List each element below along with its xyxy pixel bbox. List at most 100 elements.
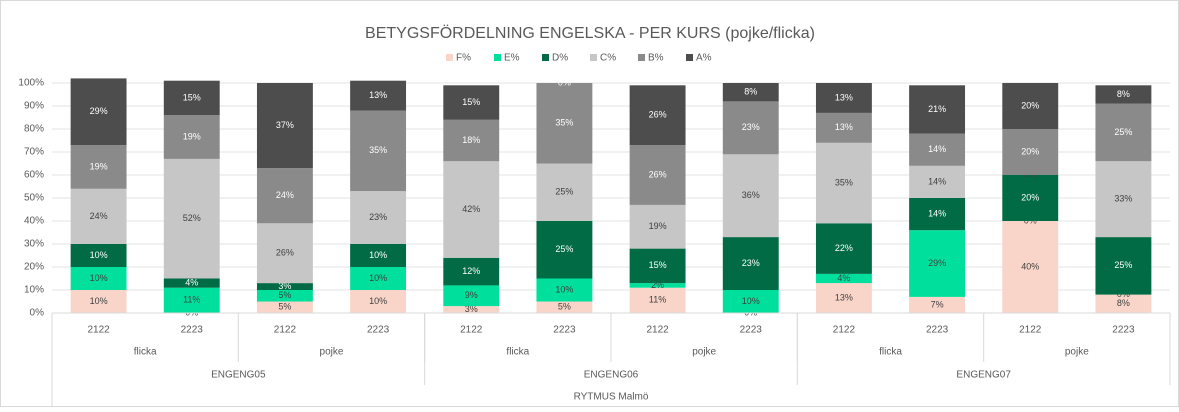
data-label: 8% — [1117, 298, 1130, 308]
legend-label: E% — [504, 53, 520, 64]
y-tick-label: 100% — [18, 78, 44, 89]
bar-segment — [815, 273, 872, 284]
legend-swatch — [542, 54, 549, 61]
bar-segment — [1095, 85, 1152, 104]
data-label: 29% — [928, 258, 946, 268]
bar-segment — [70, 290, 127, 313]
x-tick-label: 2122 — [274, 325, 297, 336]
data-label: 10% — [90, 273, 108, 283]
data-label: 19% — [183, 131, 201, 141]
data-label: 13% — [835, 292, 853, 302]
data-label: 5% — [558, 302, 571, 312]
data-label: 20% — [1021, 146, 1039, 156]
bar-segment — [256, 223, 313, 284]
x-tick-label: 2122 — [646, 325, 669, 336]
data-label: 5% — [278, 302, 291, 312]
legend-swatch — [638, 54, 645, 61]
bar-segment — [443, 306, 500, 313]
data-label: 19% — [649, 221, 667, 231]
bar-segment — [1095, 103, 1152, 162]
bar-segment — [350, 110, 407, 192]
bar-segment — [163, 80, 220, 116]
bar-segment — [350, 80, 407, 111]
data-label: 24% — [90, 211, 108, 221]
data-label: 36% — [742, 190, 760, 200]
bar-segment — [70, 78, 127, 146]
y-tick-label: 80% — [24, 124, 44, 135]
data-label: 35% — [835, 177, 853, 187]
y-tick-label: 30% — [24, 239, 44, 250]
x-tick-label: 2122 — [87, 325, 110, 336]
data-label: 10% — [369, 273, 387, 283]
bar-segment — [163, 115, 220, 159]
data-label: 2% — [651, 280, 664, 290]
data-label: 18% — [462, 135, 480, 145]
data-label: 15% — [183, 92, 201, 102]
x-tick-label: 2223 — [181, 325, 204, 336]
data-label: 20% — [1021, 192, 1039, 202]
bar-segment — [443, 285, 500, 307]
bar-segment — [1002, 221, 1059, 313]
data-label: 26% — [649, 169, 667, 179]
data-label: 7% — [931, 299, 944, 309]
bar-segment — [629, 283, 686, 288]
group-label: flicka — [506, 347, 529, 358]
data-label: 9% — [465, 290, 478, 300]
x-tick-label: 2122 — [460, 325, 483, 336]
data-label: 23% — [742, 258, 760, 268]
bar-segment — [722, 237, 779, 290]
school-label: RYTMUS Malmö — [574, 392, 649, 403]
data-label: 10% — [90, 250, 108, 260]
data-label: 8% — [744, 87, 757, 97]
data-label: 10% — [742, 296, 760, 306]
data-label: 10% — [369, 250, 387, 260]
data-label: 15% — [649, 260, 667, 270]
group-label: ENGENG07 — [956, 370, 1011, 381]
bar-segment — [70, 145, 127, 189]
y-tick-label: 40% — [24, 216, 44, 227]
data-label: 15% — [462, 97, 480, 107]
bar-segment — [536, 278, 593, 302]
data-label: 3% — [465, 304, 478, 314]
data-label: 13% — [835, 122, 853, 132]
data-label: 33% — [1114, 194, 1132, 204]
bar-segment — [1095, 294, 1152, 313]
group-label: pojke — [692, 347, 716, 358]
chart-title: BETYGSFÖRDELNING ENGELSKA - PER KURS (po… — [365, 24, 815, 42]
bar-segment — [443, 161, 500, 258]
data-label: 13% — [369, 90, 387, 100]
legend-label: F% — [456, 53, 471, 64]
bar-segment — [70, 244, 127, 267]
bar-segment — [70, 267, 127, 290]
legend-label: C% — [600, 53, 616, 64]
data-label: 11% — [183, 295, 200, 305]
legend-swatch — [494, 54, 501, 61]
bar-segment — [629, 145, 686, 205]
data-label: 25% — [1114, 127, 1132, 137]
data-label: 0% — [558, 77, 571, 87]
y-tick-label: 10% — [24, 285, 44, 296]
bar-segment — [443, 257, 500, 286]
data-label: 10% — [555, 284, 573, 294]
data-label: 26% — [649, 110, 667, 120]
bar-segment — [629, 287, 686, 313]
bar-segment — [1002, 175, 1059, 221]
x-tick-label: 2223 — [553, 325, 576, 336]
bar-segment — [629, 85, 686, 146]
bar-segment — [1095, 237, 1152, 295]
x-tick-label: 2223 — [926, 325, 949, 336]
y-tick-label: 50% — [24, 193, 44, 204]
bar-segment — [629, 248, 686, 284]
bar-segment — [536, 163, 593, 221]
bar-segment — [256, 168, 313, 224]
data-label: 8% — [1117, 89, 1130, 99]
bar-segment — [722, 154, 779, 238]
bar-segment — [815, 83, 872, 113]
bar-segment — [536, 301, 593, 313]
bar-segment — [163, 278, 220, 288]
legend-label: D% — [552, 53, 568, 64]
bar-segment — [1002, 129, 1059, 175]
y-tick-label: 20% — [24, 262, 44, 273]
y-tick-label: 60% — [24, 170, 44, 181]
y-tick-label: 0% — [30, 308, 45, 319]
